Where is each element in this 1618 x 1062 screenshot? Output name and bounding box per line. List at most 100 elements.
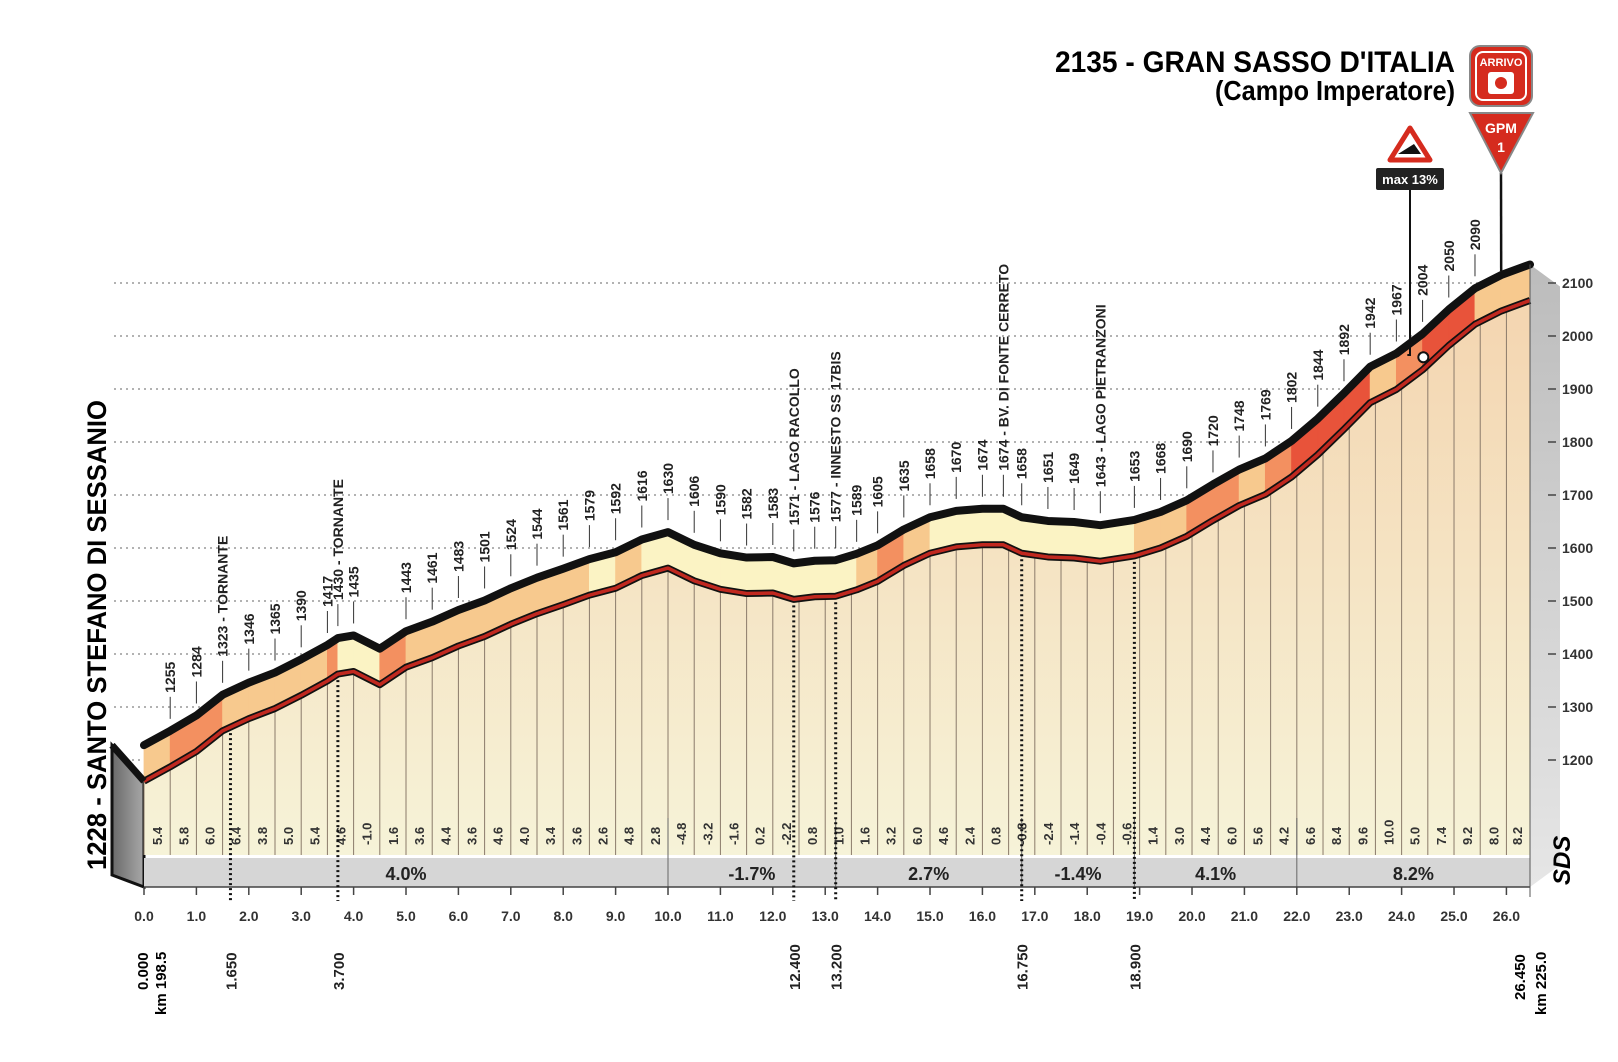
- x-tick-label: 12.0: [759, 908, 786, 924]
- elevation-label: 1589: [849, 484, 865, 515]
- road-band-segment: [1047, 520, 1075, 559]
- segment-gradient-label: 4.2: [1277, 827, 1292, 845]
- max-gradient-point: [1417, 351, 1430, 364]
- x-tick-label: 10.0: [654, 908, 681, 924]
- elevation-label: 1583: [765, 488, 781, 519]
- elevation-label: 1561: [555, 499, 571, 530]
- finish-badge: ARRIVO: [1469, 45, 1533, 107]
- segment-gradient-label: 0.2: [753, 827, 768, 845]
- finish-badge-label: ARRIVO: [1480, 57, 1523, 69]
- segment-gradient-label: 4.6: [936, 827, 951, 845]
- section-gradient-label: 2.7%: [908, 864, 949, 884]
- elevation-label: 1635: [896, 460, 912, 491]
- profile-fill: [144, 300, 1530, 855]
- x-tick-label: 26.0: [1493, 908, 1520, 924]
- distance-marker-label: 18.900: [1127, 944, 1144, 990]
- y-tick-label: 1500: [1562, 593, 1593, 609]
- segment-gradient-label: -0.6: [1120, 823, 1135, 845]
- x-tick-label: 15.0: [916, 908, 943, 924]
- x-tick-label: 22.0: [1283, 908, 1310, 924]
- distance-marker-label: 16.750: [1015, 944, 1032, 990]
- segment-gradient-label: 3.8: [255, 827, 270, 845]
- elevation-label: 1323 - TORNANTE: [215, 536, 231, 657]
- segment-gradient-label: -2.4: [1041, 822, 1056, 845]
- road-band-segment: [814, 559, 837, 598]
- segment-gradient-label: 5.0: [281, 827, 296, 845]
- segment-gradient-label: 1.4: [1146, 826, 1161, 845]
- start-distance-label: 0.000: [135, 952, 152, 990]
- elevation-label: 1605: [870, 476, 886, 507]
- elevation-label: 1643 - LAGO PIETRANZONI: [1092, 304, 1108, 487]
- x-tick-label: 2.0: [239, 908, 259, 924]
- segment-gradient-label: 5.6: [1251, 827, 1266, 845]
- chart-subtitle: (Campo Imperatore): [1215, 75, 1455, 106]
- segment-gradient-label: 5.4: [307, 826, 322, 845]
- segment-gradient-label: 9.2: [1460, 827, 1475, 845]
- elevation-label: 1967: [1388, 284, 1404, 315]
- segment-gradient-label: 8.2: [1510, 827, 1525, 845]
- segment-gradient-label: -1.0: [360, 823, 375, 845]
- segment-gradient-label: 1.0: [831, 827, 846, 845]
- x-tick-label: 18.0: [1074, 908, 1101, 924]
- finish-badge-border: [1475, 51, 1527, 101]
- distance-marker-label: 3.700: [331, 952, 348, 990]
- elevation-label: 1651: [1040, 452, 1056, 483]
- x-tick-label: 23.0: [1336, 908, 1363, 924]
- elevation-label: 1616: [634, 470, 650, 501]
- elevation-label: 1579: [581, 490, 597, 521]
- start-edge: [109, 742, 147, 784]
- elevation-label: 1524: [503, 519, 519, 550]
- profile-line: [140, 260, 1534, 750]
- elevation-label: 1430 - TORNANTE: [330, 479, 346, 600]
- section-gradient-label: 8.2%: [1393, 864, 1434, 884]
- elevation-label: 1365: [267, 603, 283, 634]
- segment-gradient-label: 6.0: [203, 827, 218, 845]
- y-tick-label: 1200: [1562, 752, 1593, 768]
- segment-gradient-label: 6.0: [910, 827, 925, 845]
- road-band-segment: [982, 508, 1004, 546]
- segment-gradient-label: -0.4: [1093, 822, 1108, 845]
- road-line: [143, 298, 1531, 783]
- section-gradient-label: 4.1%: [1195, 864, 1236, 884]
- segment-gradient-label: 8.0: [1486, 827, 1501, 845]
- max-gradient-pointer: [1407, 190, 1411, 356]
- elevation-label: 1658: [922, 448, 938, 479]
- profile-outline: [109, 172, 1534, 785]
- elevation-label: 1769: [1257, 389, 1273, 420]
- segment-gradient-label: 5.4: [150, 826, 165, 845]
- y-tick-label: 2100: [1562, 275, 1593, 291]
- distance-marker-label: 12.400: [787, 944, 804, 990]
- x-tick-label: 8.0: [553, 908, 573, 924]
- y-tick-label: 2000: [1562, 328, 1593, 344]
- elevation-label: 1501: [477, 531, 493, 562]
- brand-logo: SDS: [1549, 836, 1576, 885]
- segment-gradient-label: 6.6: [1303, 827, 1318, 845]
- segment-gradient-label: 4.4: [438, 826, 453, 845]
- segment-gradient-label: -2.2: [779, 823, 794, 845]
- segment-gradient-label: -1.4: [1067, 822, 1082, 845]
- gpm-triangle-icon: [1468, 112, 1535, 176]
- elevation-label: 2004: [1415, 265, 1431, 296]
- slope-icon: [1398, 144, 1421, 154]
- elevation-label: 1544: [529, 508, 545, 539]
- elevation-label: 1748: [1231, 400, 1247, 431]
- elevation-label: 1674 - BV. DI FONTE CERRETO: [995, 264, 1011, 471]
- elevation-label: 1577 - INNESTO SS 17BIS: [828, 351, 844, 522]
- elevation-label: 1346: [241, 613, 257, 644]
- elevation-label: 1630: [660, 463, 676, 494]
- gpm-label: GPM: [1485, 120, 1517, 136]
- segment-gradient-label: 6.4: [229, 826, 244, 845]
- elevation-label: 1658: [1014, 448, 1030, 479]
- elevation-label: 1674: [974, 439, 990, 470]
- elevation-label: 2050: [1441, 240, 1457, 271]
- elevation-label: 1582: [739, 488, 755, 519]
- elevation-label: 1942: [1362, 297, 1378, 328]
- segment-gradient-label: 4.8: [622, 827, 637, 845]
- start-location-label: 1228 - SANTO STEFANO DI SESSANIO: [82, 400, 112, 870]
- segment-gradient-label: 3.6: [465, 827, 480, 845]
- segment-gradient-label: 2.6: [596, 827, 611, 845]
- chart-title: 2135 - GRAN SASSO D'ITALIA: [1055, 46, 1455, 79]
- elevation-label: 1284: [188, 646, 204, 677]
- segment-gradient-label: 4.0: [517, 827, 532, 845]
